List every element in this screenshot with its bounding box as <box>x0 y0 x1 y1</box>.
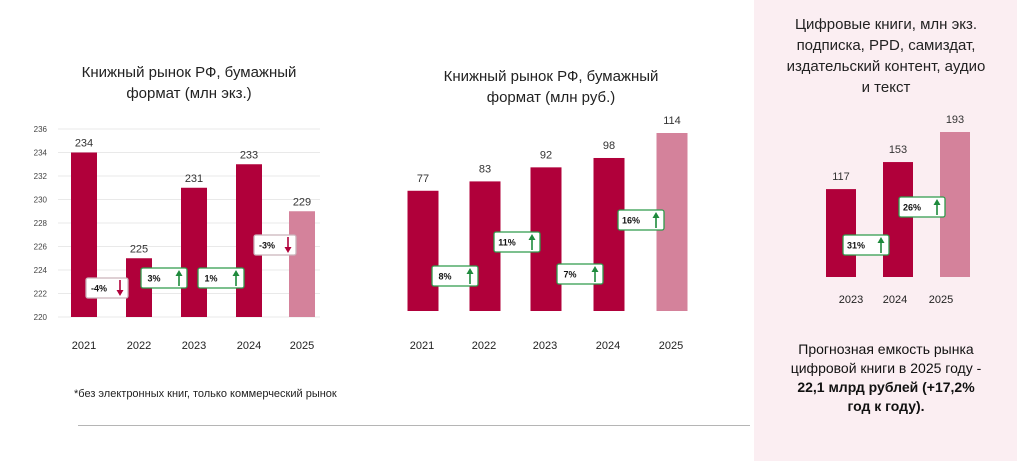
footnote: *без электронных книг, только коммерческ… <box>74 388 337 400</box>
c1-value-label: 231 <box>185 173 203 185</box>
c1-xtick-label: 2021 <box>72 340 96 352</box>
c2-growth-badge-1-arrow-head <box>466 268 474 274</box>
c3-xtick-label: 2024 <box>883 294 907 306</box>
c3-value-label: 117 <box>832 171 850 183</box>
c3-growth-badge-1-label: 31% <box>847 241 865 251</box>
c1-growth-badge-4-arrow-head <box>284 247 292 253</box>
c3-growth-badge-2-label: 26% <box>903 203 921 213</box>
c1-growth-badge-1-label: -4% <box>91 284 107 294</box>
chart1-title-line1: Книжный рынок РФ, бумажный <box>81 64 297 81</box>
c1-growth-badge-3-box <box>197 267 245 289</box>
c1-ytick-label: 226 <box>34 243 48 252</box>
chart3-title-line1: Цифровые книги, млн экз. <box>794 16 978 33</box>
c1-value-label: 234 <box>75 138 93 150</box>
c1-value-label: 225 <box>130 243 148 255</box>
c2-growth-badge-4-arrow-head <box>652 212 660 218</box>
c2-growth-badge-3-arrow-head <box>591 266 599 272</box>
c2-growth-badge-3-label: 7% <box>563 270 576 280</box>
c1-bar <box>181 187 207 317</box>
c1-growth-badge-1-box <box>85 277 129 299</box>
c1-ytick-label: 228 <box>34 219 48 228</box>
c3-xtick-label: 2023 <box>839 294 863 306</box>
c1-ytick-label: 232 <box>34 172 48 181</box>
chart1-title: Книжный рынок РФ, бумажный формат (млн э… <box>58 62 320 104</box>
chart2-title-line1: Книжный рынок РФ, бумажный <box>443 68 659 85</box>
c1-ytick-label: 236 <box>34 125 48 134</box>
c2-value-label: 98 <box>603 140 615 152</box>
c2-growth-badge-4-label: 16% <box>622 216 640 226</box>
c2-growth-badge-2-arrow-head <box>528 234 536 240</box>
divider <box>78 425 750 426</box>
c2-xtick-label: 2022 <box>472 340 496 352</box>
c1-ytick-label: 230 <box>34 196 48 205</box>
c1-value-label: 229 <box>293 196 311 208</box>
c2-value-label: 83 <box>479 163 491 175</box>
c1-growth-badge-4-box <box>253 234 297 256</box>
c3-growth-badge-2-arrow-head <box>933 199 941 205</box>
c1-bar <box>289 211 315 317</box>
c2-xtick-label: 2024 <box>596 340 620 352</box>
c1-ytick-label: 222 <box>34 290 48 299</box>
chart2-title: Книжный рынок РФ, бумажный формат (млн р… <box>420 66 682 108</box>
forecast-text: Прогнозная емкость рынка цифровой книги … <box>772 340 1000 416</box>
forecast-line4: год к году). <box>847 398 925 414</box>
chart1-title-line2: формат (млн экз.) <box>126 85 252 102</box>
c2-growth-badge-2-box <box>493 231 541 253</box>
c2-value-label: 77 <box>417 173 429 185</box>
c1-growth-badge-3-arrow-head <box>232 270 240 276</box>
c2-growth-badge-3-box <box>556 263 604 285</box>
c3-growth-badge-2-box <box>898 196 946 218</box>
c1-growth-badge-1-arrow-head <box>116 290 124 296</box>
c1-growth-badge-2-label: 3% <box>147 274 160 284</box>
c1-ytick-label: 220 <box>34 313 48 322</box>
c1-xtick-label: 2023 <box>182 340 206 352</box>
c3-bar <box>883 162 913 277</box>
c2-value-label: 92 <box>540 149 552 161</box>
forecast-line3: 22,1 млрд рублей (+17,2% <box>797 379 975 395</box>
c3-growth-badge-1-arrow-head <box>877 237 885 243</box>
c3-xtick-label: 2025 <box>929 294 953 306</box>
c3-value-label: 153 <box>889 144 907 156</box>
c1-value-label: 233 <box>240 149 258 161</box>
c2-bar <box>407 190 439 311</box>
c2-growth-badge-2-label: 11% <box>498 238 516 248</box>
c1-growth-badge-2-box <box>140 267 188 289</box>
c2-xtick-label: 2021 <box>410 340 434 352</box>
chart3-title: Цифровые книги, млн экз. подписка, PPD, … <box>772 14 1000 98</box>
c3-value-label: 193 <box>946 114 964 126</box>
c2-xtick-label: 2025 <box>659 340 683 352</box>
chart3-title-line3: издательский контент, аудио <box>786 58 986 75</box>
c2-growth-badge-1-box <box>431 265 479 287</box>
c1-growth-badge-3-label: 1% <box>204 274 217 284</box>
c2-value-label: 114 <box>663 115 681 127</box>
c2-xtick-label: 2023 <box>533 340 557 352</box>
c1-growth-badge-4-label: -3% <box>259 241 275 251</box>
c1-ytick-label: 224 <box>34 266 48 275</box>
c3-growth-badge-1-box <box>842 234 890 256</box>
c2-growth-badge-1-label: 8% <box>438 272 451 282</box>
c1-growth-badge-2-arrow-head <box>175 270 183 276</box>
c3-bar <box>826 189 856 277</box>
c1-xtick-label: 2022 <box>127 340 151 352</box>
chart3-title-line4: и текст <box>861 79 911 96</box>
chart3-title-line2: подписка, PPD, самиздат, <box>796 37 976 54</box>
c1-xtick-label: 2024 <box>237 340 261 352</box>
c2-bar <box>593 157 625 311</box>
c1-ytick-label: 234 <box>34 149 48 158</box>
forecast-line2: цифровой книги в 2025 году - <box>790 360 982 376</box>
c1-xtick-label: 2025 <box>290 340 314 352</box>
c2-growth-badge-4-box <box>617 209 665 231</box>
chart2-title-line2: формат (млн руб.) <box>486 89 616 106</box>
forecast-line1: Прогнозная емкость рынка <box>798 341 974 357</box>
